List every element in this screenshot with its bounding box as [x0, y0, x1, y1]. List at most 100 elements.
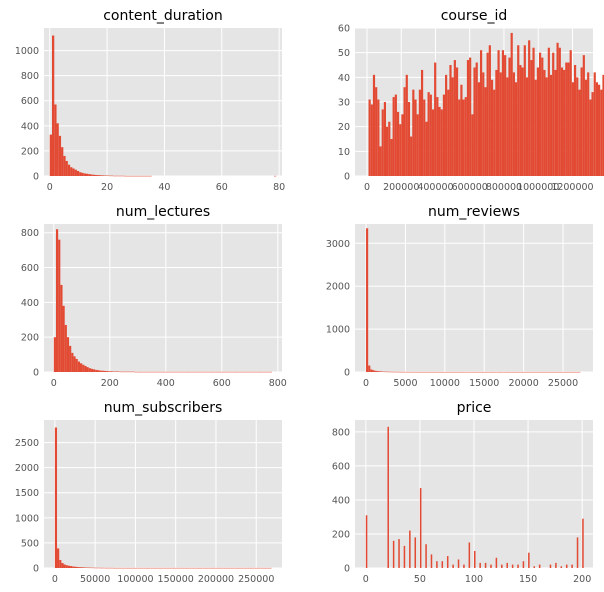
- histogram-bar: [450, 372, 452, 373]
- histogram-bar: [78, 362, 80, 372]
- histogram-bar: [486, 372, 488, 373]
- histogram-bar: [261, 568, 263, 569]
- histogram-bar: [126, 568, 128, 569]
- histogram-bar: [513, 72, 515, 176]
- histogram-bar: [233, 568, 235, 569]
- histogram-bar: [465, 372, 467, 373]
- histogram-bar: [267, 568, 269, 569]
- histogram-bar: [555, 563, 557, 568]
- histogram-bar: [174, 568, 176, 569]
- histogram-bar: [419, 90, 421, 176]
- histogram-bar: [381, 371, 383, 372]
- histogram-bar: [196, 372, 198, 373]
- histogram-bar: [252, 568, 254, 569]
- histogram-bar: [200, 568, 202, 569]
- histogram-bar: [224, 568, 226, 569]
- histogram-bar: [196, 568, 198, 569]
- histogram-bar: [206, 372, 208, 373]
- histogram-bar: [578, 90, 580, 176]
- histogram-bar: [120, 176, 122, 177]
- histogram-bar: [587, 72, 589, 176]
- histogram-bar: [456, 372, 458, 373]
- x-tick-label: 200000: [198, 574, 234, 585]
- histogram-bar: [55, 428, 57, 568]
- histogram-bar: [482, 372, 484, 373]
- histogram-bar: [54, 105, 56, 176]
- histogram-bar: [226, 372, 228, 373]
- histogram-bar: [129, 568, 131, 569]
- histogram-bar: [150, 568, 152, 569]
- histogram-bar: [485, 563, 487, 568]
- histogram-bar: [525, 372, 527, 373]
- histogram-bar: [228, 372, 230, 373]
- histogram-bar: [72, 566, 74, 568]
- histogram-bar: [95, 370, 97, 372]
- histogram-bar: [538, 372, 540, 373]
- y-tick-label: 500: [21, 538, 39, 549]
- histogram-bar: [490, 565, 492, 568]
- histogram-bar: [118, 568, 120, 569]
- histogram-bar: [539, 565, 541, 568]
- histogram-bar: [518, 372, 520, 373]
- y-tick-label: 1000: [326, 325, 350, 336]
- histogram-bar: [567, 63, 569, 176]
- histogram-bar: [254, 372, 256, 373]
- histogram-bar: [449, 65, 451, 176]
- histogram-bar: [193, 372, 195, 373]
- histogram-bar: [148, 568, 150, 569]
- histogram-bar: [528, 40, 530, 176]
- histogram-bar: [383, 372, 385, 373]
- x-tick-label: 200: [101, 378, 119, 389]
- histogram-bar: [198, 372, 200, 373]
- histogram-bar: [520, 372, 522, 373]
- histogram-bar: [79, 567, 81, 568]
- histogram-bar: [81, 173, 83, 176]
- subplot-title: num_lectures: [116, 204, 210, 220]
- histogram-bar: [88, 174, 90, 176]
- histogram-bar: [477, 372, 479, 373]
- y-tick-label: 0: [344, 564, 350, 575]
- histogram-bar: [122, 176, 124, 177]
- histogram-bar: [132, 372, 134, 373]
- x-tick-label: 25000: [548, 378, 578, 389]
- histogram-bar: [407, 372, 409, 373]
- y-tick-label: 0: [344, 368, 350, 379]
- histogram-bar: [469, 58, 471, 176]
- histogram-bar: [157, 568, 159, 569]
- histogram-bar: [503, 372, 505, 373]
- histogram-bar: [535, 372, 537, 373]
- histogram-bar: [474, 551, 476, 568]
- histogram-bar: [428, 92, 430, 176]
- histogram-bar: [131, 568, 133, 569]
- histogram-bar: [428, 372, 430, 373]
- histogram-bar: [539, 53, 541, 176]
- histogram-bar: [568, 372, 570, 373]
- histogram-bar: [465, 97, 467, 176]
- histogram-bar: [224, 372, 226, 373]
- x-tick-label: 10000: [430, 378, 460, 389]
- histogram-bar: [501, 565, 503, 568]
- histogram-bar: [170, 568, 172, 569]
- histogram-bar: [469, 372, 471, 373]
- histogram-bar: [482, 72, 484, 176]
- histogram-bar: [467, 372, 469, 373]
- histogram-bar: [565, 63, 567, 176]
- histogram-bar: [163, 372, 165, 373]
- histogram-bar: [561, 67, 563, 176]
- histogram-bar: [71, 353, 73, 372]
- plot-area: [44, 224, 282, 372]
- histogram-bar: [561, 566, 563, 568]
- histogram-bar: [506, 563, 508, 568]
- histogram-bar: [528, 553, 530, 568]
- histogram-bar: [215, 372, 217, 373]
- histogram-bar: [414, 100, 416, 176]
- x-tick-label: 600000: [452, 182, 488, 193]
- histogram-bar: [447, 90, 449, 176]
- y-tick-label: 3000: [326, 239, 350, 250]
- histogram-bar: [571, 565, 573, 568]
- histogram-bar: [375, 87, 377, 176]
- histogram-bar: [103, 568, 105, 569]
- histogram-bar: [506, 77, 508, 176]
- histogram-bar: [56, 229, 58, 372]
